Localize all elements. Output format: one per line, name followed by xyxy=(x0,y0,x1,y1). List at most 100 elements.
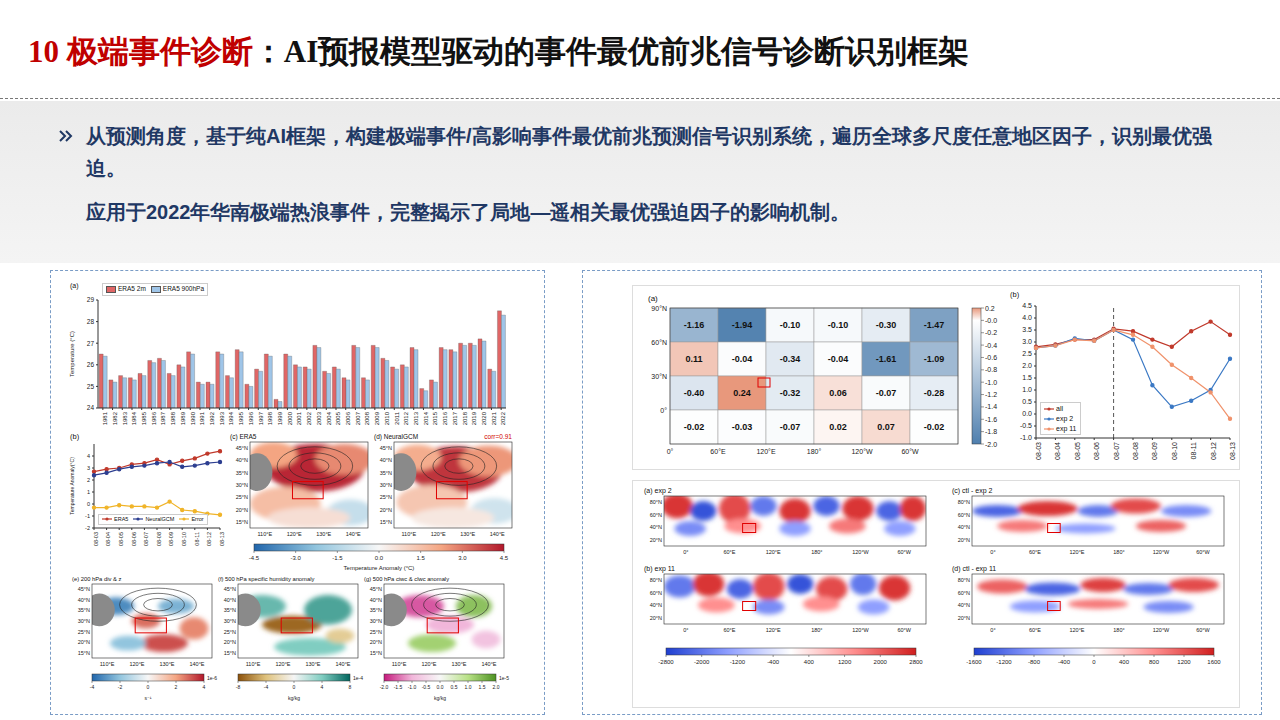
svg-text:-0.5: -0.5 xyxy=(1020,422,1032,429)
svg-text:60°W: 60°W xyxy=(901,448,919,455)
svg-text:1995: 1995 xyxy=(238,411,244,425)
svg-text:1997: 1997 xyxy=(258,411,264,425)
svg-text:08-13: 08-13 xyxy=(1229,442,1236,460)
svg-text:2003: 2003 xyxy=(316,411,322,425)
svg-text:-0.02: -0.02 xyxy=(924,422,945,432)
svg-text:2020: 2020 xyxy=(481,411,487,425)
svg-text:25°N: 25°N xyxy=(380,494,392,500)
svg-text:-0.07: -0.07 xyxy=(876,388,897,398)
svg-text:(f) 500 hPa specific humidity: (f) 500 hPa specific humidity anomaly xyxy=(218,576,314,582)
svg-text:-4: -4 xyxy=(90,684,95,690)
svg-text:20°N: 20°N xyxy=(224,639,236,645)
svg-text:180°: 180° xyxy=(811,627,822,633)
svg-text:20°N: 20°N xyxy=(236,507,248,513)
svg-text:1994: 1994 xyxy=(228,411,234,425)
svg-text:0.5: 0.5 xyxy=(451,684,458,690)
svg-text:08-07: 08-07 xyxy=(1113,442,1120,460)
svg-text:0: 0 xyxy=(293,684,296,690)
svg-text:60°W: 60°W xyxy=(897,627,911,633)
svg-text:-1.5: -1.5 xyxy=(332,555,343,561)
svg-text:-4: -4 xyxy=(264,684,269,690)
svg-text:60°E: 60°E xyxy=(1029,549,1041,555)
svg-text:120°W: 120°W xyxy=(1153,549,1170,555)
svg-text:-1200: -1200 xyxy=(996,659,1012,665)
svg-text:2002: 2002 xyxy=(306,411,312,425)
svg-text:130°E: 130°E xyxy=(316,531,331,537)
svg-text:40°N: 40°N xyxy=(236,457,248,463)
svg-text:8: 8 xyxy=(349,684,352,690)
svg-text:25°N: 25°N xyxy=(236,494,248,500)
svg-text:-3.0: -3.0 xyxy=(290,555,301,561)
svg-text:-0.34: -0.34 xyxy=(780,354,801,364)
svg-text:60°N: 60°N xyxy=(650,590,662,596)
svg-text:0°: 0° xyxy=(683,627,688,633)
svg-text:1200: 1200 xyxy=(838,659,852,665)
svg-text:kg/kg: kg/kg xyxy=(434,695,446,701)
svg-text:60°W: 60°W xyxy=(1196,549,1210,555)
svg-text:(b) exp 11: (b) exp 11 xyxy=(644,565,675,573)
svg-text:130°E: 130°E xyxy=(460,531,475,537)
svg-text:30°N: 30°N xyxy=(370,618,382,624)
svg-text:-1.4: -1.4 xyxy=(985,403,997,410)
svg-text:-0.30: -0.30 xyxy=(876,320,897,330)
svg-text:120°E: 120°E xyxy=(275,661,290,667)
svg-text:0: 0 xyxy=(147,684,150,690)
svg-text:-0.6: -0.6 xyxy=(985,354,997,361)
svg-text:(g) 500 hPa ciwc & clwc anomal: (g) 500 hPa ciwc & clwc anomaly xyxy=(364,576,449,582)
svg-text:80°N: 80°N xyxy=(650,577,662,583)
svg-text:1e-6: 1e-6 xyxy=(207,675,217,681)
svg-text:-2.0: -2.0 xyxy=(380,684,389,690)
svg-text:2000: 2000 xyxy=(287,411,293,425)
svg-text:0.07: 0.07 xyxy=(877,422,895,432)
svg-text:20°N: 20°N xyxy=(650,537,662,543)
svg-text:180°: 180° xyxy=(1113,627,1124,633)
svg-text:-0.04: -0.04 xyxy=(828,354,849,364)
svg-text:08-12: 08-12 xyxy=(206,532,212,546)
svg-text:08-04: 08-04 xyxy=(1054,442,1061,460)
svg-text:60°N: 60°N xyxy=(958,512,970,518)
svg-text:800: 800 xyxy=(1149,659,1160,665)
svg-text:1988: 1988 xyxy=(170,411,176,425)
svg-text:(d) NeuralGCM: (d) NeuralGCM xyxy=(374,433,418,441)
svg-text:4.0: 4.0 xyxy=(1022,314,1032,321)
svg-text:1.5: 1.5 xyxy=(1022,374,1032,381)
svg-text:-0.10: -0.10 xyxy=(780,320,801,330)
svg-text:90°N: 90°N xyxy=(651,305,667,312)
svg-text:08-07: 08-07 xyxy=(143,532,149,546)
svg-text:1989: 1989 xyxy=(180,411,186,425)
svg-text:2001: 2001 xyxy=(296,411,302,425)
svg-text:2.5: 2.5 xyxy=(1022,350,1032,357)
svg-text:08-06: 08-06 xyxy=(1093,442,1100,460)
svg-text:2: 2 xyxy=(87,477,90,483)
svg-text:0: 0 xyxy=(87,501,90,507)
svg-text:25: 25 xyxy=(87,383,95,390)
svg-text:0.11: 0.11 xyxy=(685,354,702,364)
svg-text:120°E: 120°E xyxy=(766,549,781,555)
svg-text:-2: -2 xyxy=(118,684,123,690)
svg-text:1981: 1981 xyxy=(102,411,108,425)
svg-text:120°E: 120°E xyxy=(756,448,775,455)
svg-text:-1.0: -1.0 xyxy=(985,379,997,386)
svg-text:1.0: 1.0 xyxy=(465,684,472,690)
svg-text:120°E: 120°E xyxy=(287,531,302,537)
svg-text:110°E: 110°E xyxy=(246,661,261,667)
svg-text:20°N: 20°N xyxy=(370,639,382,645)
svg-text:35°N: 35°N xyxy=(370,607,382,613)
svg-text:2004: 2004 xyxy=(326,411,332,425)
svg-text:2008: 2008 xyxy=(364,411,370,425)
svg-text:1e-4: 1e-4 xyxy=(353,675,363,681)
svg-text:-1200: -1200 xyxy=(730,659,746,665)
svg-text:Temperature Anomaly (°C): Temperature Anomaly (°C) xyxy=(344,565,415,571)
svg-text:60°N: 60°N xyxy=(650,512,662,518)
svg-text:-1.5: -1.5 xyxy=(394,684,403,690)
svg-text:08-04: 08-04 xyxy=(106,532,112,546)
svg-text:2011: 2011 xyxy=(394,411,400,425)
svg-text:60°W: 60°W xyxy=(1196,627,1210,633)
svg-text:2018: 2018 xyxy=(462,411,468,425)
svg-text:-0.02: -0.02 xyxy=(684,422,705,432)
svg-text:0°: 0° xyxy=(667,448,674,455)
svg-text:130°E: 130°E xyxy=(451,661,466,667)
svg-text:0.06: 0.06 xyxy=(829,388,847,398)
svg-text:-1.61: -1.61 xyxy=(876,354,897,364)
svg-text:29: 29 xyxy=(87,296,95,303)
